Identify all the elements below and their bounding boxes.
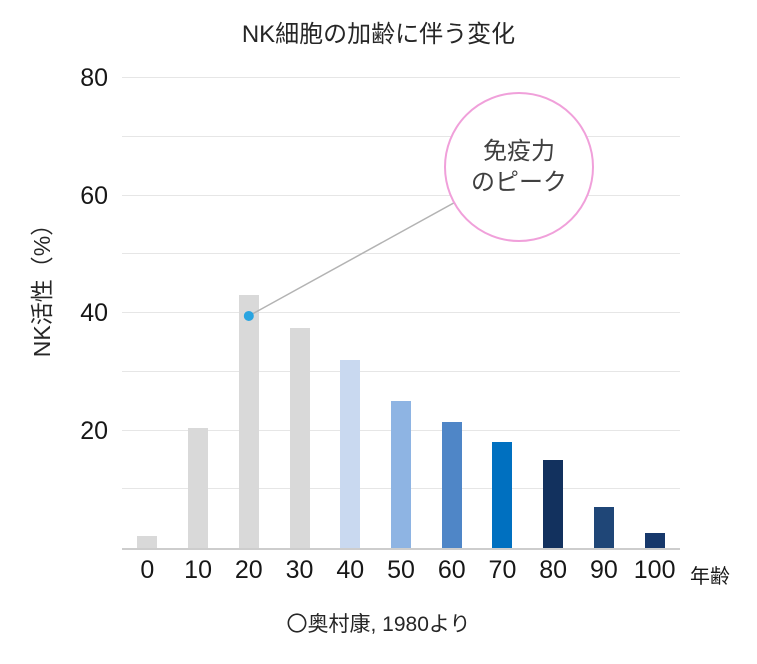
x-tick-label: 70 (488, 556, 517, 584)
bar-age-10 (188, 427, 209, 548)
bar-age-50 (391, 401, 411, 548)
gridline (122, 135, 680, 137)
x-tick-label: 20 (234, 556, 263, 584)
plot-area (122, 77, 680, 550)
annotation-peak-circle: 免疫力 のピーク (444, 92, 594, 242)
gridline (122, 312, 680, 313)
x-tick-label: 80 (539, 556, 568, 584)
gridline (122, 370, 680, 372)
bar-age-60 (441, 421, 462, 548)
x-tick-label: 10 (184, 556, 212, 584)
x-axis-unit-label: 年齢 (690, 566, 730, 588)
bar-age-90 (593, 506, 614, 548)
bar-age-40 (340, 360, 361, 548)
source-caption: 〇奥村康, 1980より (286, 613, 471, 636)
bar-age-0 (137, 536, 158, 548)
y-tick-label: 80 (80, 64, 108, 92)
x-tick-label: 90 (590, 556, 618, 584)
x-tick-label: 40 (336, 556, 365, 584)
x-tick-label: 0 (140, 556, 155, 584)
bar-age-100 (644, 533, 665, 548)
x-tick-label: 100 (633, 556, 676, 584)
x-tick-label: 60 (437, 556, 466, 584)
bar-age-20 (238, 295, 259, 548)
gridline (122, 77, 680, 78)
x-tick-label: 50 (387, 556, 415, 584)
y-tick-label: 20 (80, 416, 108, 445)
gridline (122, 194, 680, 196)
bar-age-70 (492, 442, 513, 548)
y-tick-label: 60 (80, 181, 108, 210)
chart-title: NK細胞の加齢に伴う変化 (241, 21, 516, 48)
y-tick-label: 40 (80, 299, 108, 327)
x-tick-label: 30 (285, 556, 314, 584)
bar-age-80 (543, 459, 564, 548)
annotation-line2: のピーク (471, 169, 567, 196)
gridline (122, 253, 680, 255)
annotation-line1: 免疫力 (483, 137, 555, 165)
bar-age-30 (289, 327, 310, 548)
